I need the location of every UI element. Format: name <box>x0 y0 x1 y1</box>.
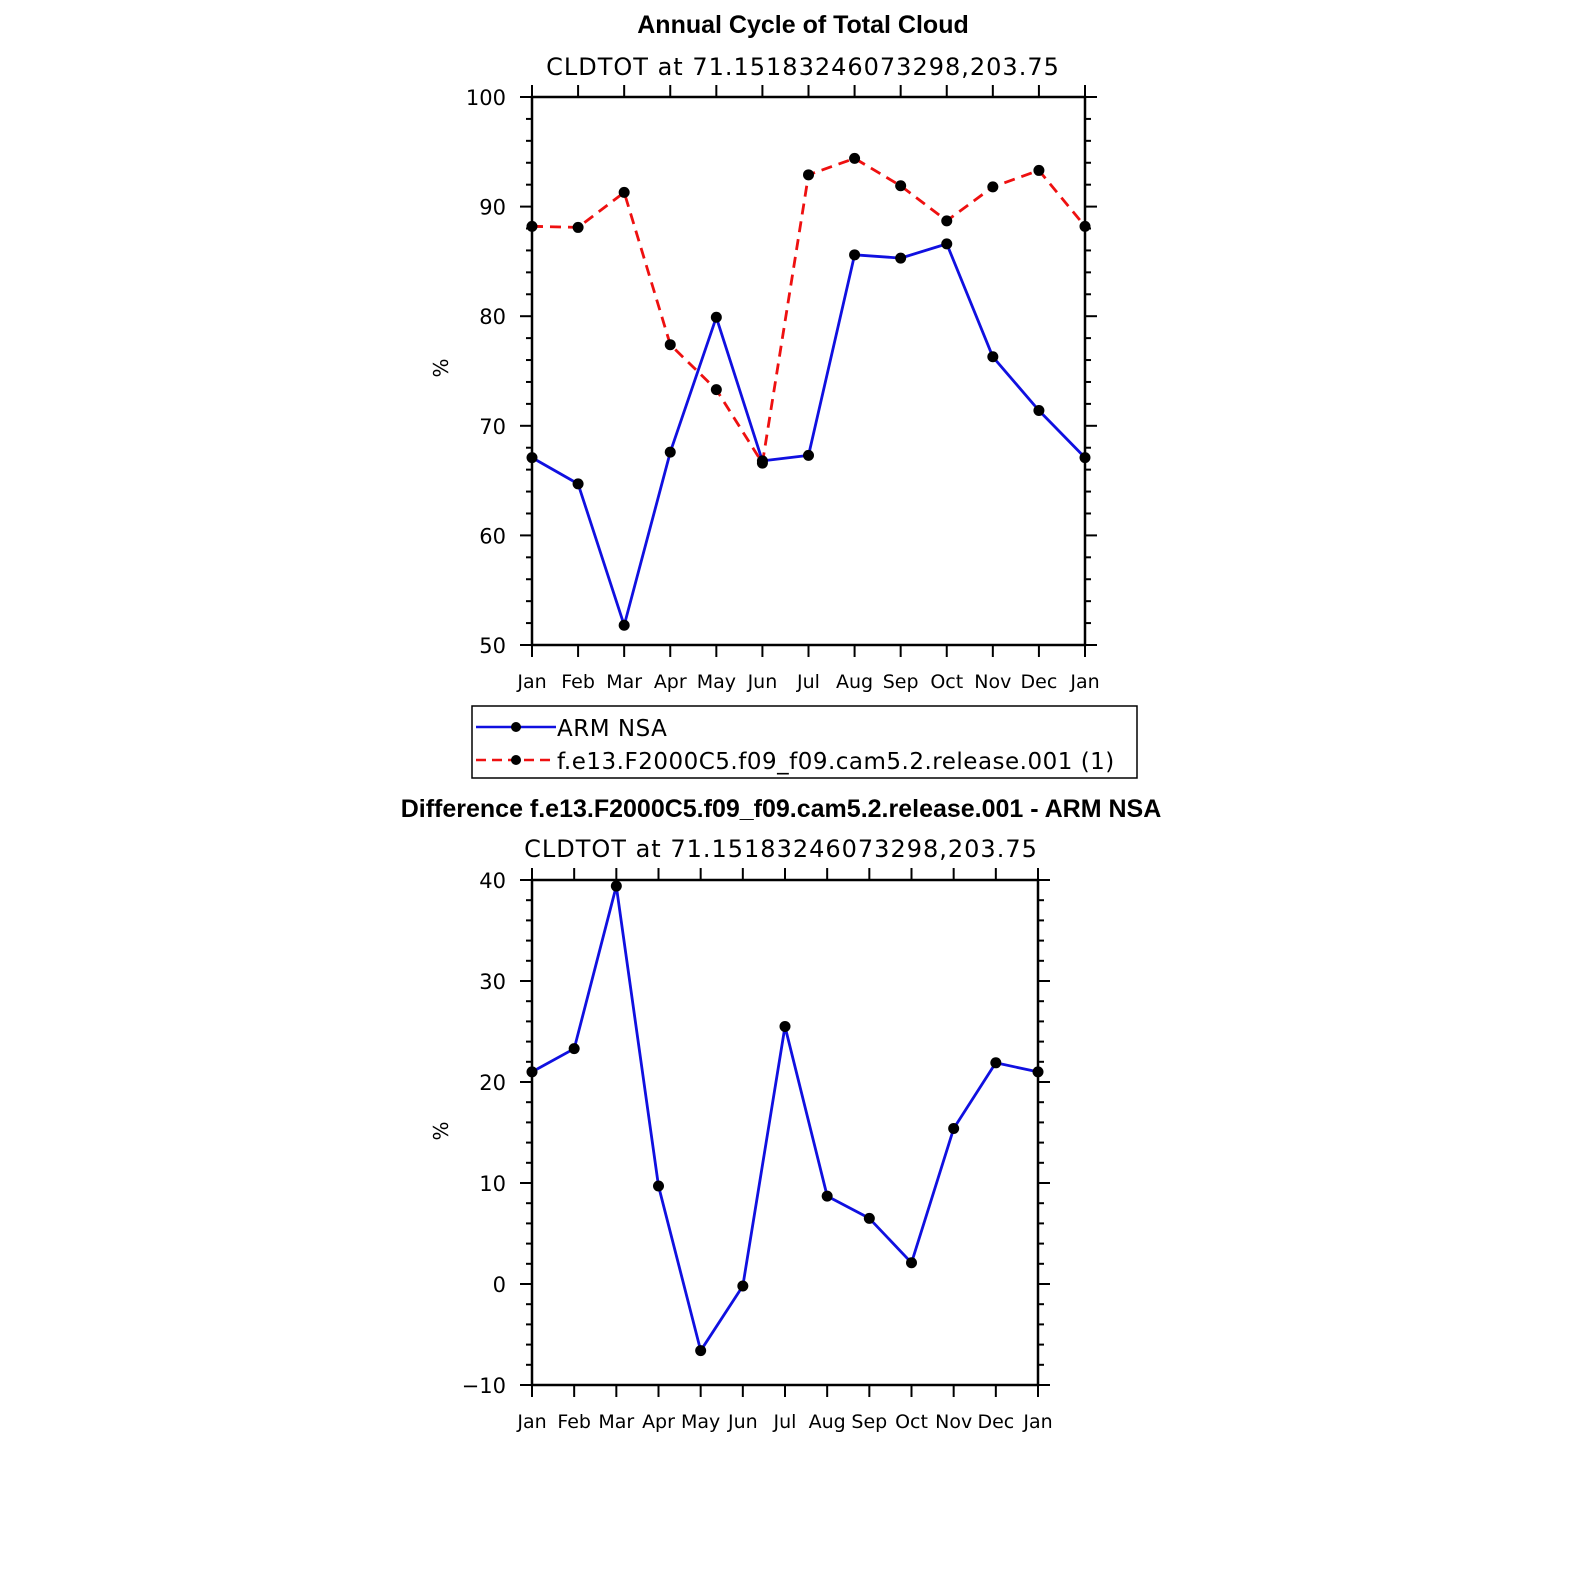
series-line-1 <box>531 156 1087 465</box>
x-tick-label: May <box>697 671 736 693</box>
data-point-series-1 <box>526 220 538 232</box>
y-tick-label: 90 <box>479 196 506 220</box>
data-point-series-1 <box>710 384 722 396</box>
data-point-series-1 <box>987 181 999 193</box>
x-tick-label: Nov <box>974 671 1011 693</box>
y-tick-label: 70 <box>479 415 506 439</box>
data-point-series-1 <box>756 457 768 469</box>
data-point-series-1 <box>941 215 953 227</box>
x-tick-label: Oct <box>930 671 963 693</box>
difference-chart: Difference f.e13.F2000C5.f09_f09.cam5.2.… <box>401 795 1162 1433</box>
legend-label-model: f.e13.F2000C5.f09_f09.cam5.2.release.001… <box>557 749 1115 775</box>
x-tick-label: Aug <box>836 671 873 693</box>
x-tick-label: Mar <box>606 671 642 693</box>
annual-cycle-chart: Annual Cycle of Total Cloud CLDTOT at 71… <box>429 11 1100 693</box>
y-tick-label: 20 <box>479 1071 506 1095</box>
x-tick-label: Jan <box>516 671 546 693</box>
data-point-series-1 <box>1033 164 1045 176</box>
x-tick-label: Sep <box>851 1411 887 1433</box>
y-tick-label: −10 <box>462 1374 506 1398</box>
x-tick-label: Jun <box>727 1411 758 1433</box>
x-tick-label: May <box>681 1411 720 1433</box>
legend-entry-arm-nsa: ARM NSA <box>476 716 667 742</box>
y-tick-label: 60 <box>479 524 506 548</box>
x-tick-label: Jan <box>516 1411 546 1433</box>
data-point-series-0 <box>849 249 861 261</box>
x-tick-label: Oct <box>895 1411 928 1433</box>
data-point-series-0 <box>803 449 814 461</box>
data-point-series-1 <box>618 186 630 198</box>
x-tick-label: Nov <box>935 1411 972 1433</box>
legend-marker-model <box>511 755 521 765</box>
chart-subtitle: CLDTOT at 71.15183246073298,203.75 <box>546 53 1060 81</box>
data-point-series-0 <box>941 238 953 250</box>
data-point-series-1 <box>1079 220 1091 232</box>
data-point-series-0 <box>653 1180 664 1192</box>
x-tick-label: Jun <box>747 671 778 693</box>
data-point-series-0 <box>737 1280 749 1292</box>
x-tick-label: Jul <box>773 1411 797 1433</box>
y-tick-label: 10 <box>479 1172 506 1196</box>
data-point-series-0 <box>990 1057 1002 1069</box>
x-tick-label: Feb <box>561 671 595 693</box>
legend-entry-model: f.e13.F2000C5.f09_f09.cam5.2.release.001… <box>476 749 1115 775</box>
data-point-series-0 <box>779 1020 791 1032</box>
y-axis-label: % <box>429 1121 453 1140</box>
y-tick-label: 40 <box>479 869 506 893</box>
series-line-0 <box>531 884 1039 1353</box>
data-point-series-1 <box>572 221 584 233</box>
x-tick-label: Jan <box>1022 1411 1052 1433</box>
data-point-series-0 <box>1079 452 1091 464</box>
x-tick-label: Sep <box>883 671 919 693</box>
y-tick-label: 100 <box>466 86 506 110</box>
y-axis-label: % <box>429 358 453 377</box>
x-tick-label: Aug <box>809 1411 846 1433</box>
data-point-series-0 <box>987 351 999 363</box>
data-point-series-0 <box>664 446 676 458</box>
data-point-series-1 <box>664 339 676 351</box>
data-point-series-0 <box>906 1257 917 1269</box>
y-tick-label: 30 <box>479 970 506 994</box>
chart-title: Annual Cycle of Total Cloud <box>637 11 968 39</box>
data-point-series-0 <box>526 452 538 464</box>
data-point-series-0 <box>821 1190 833 1202</box>
chart-title: Difference f.e13.F2000C5.f09_f09.cam5.2.… <box>401 795 1162 823</box>
x-tick-label: Feb <box>557 1411 591 1433</box>
y-tick-label: 80 <box>479 305 506 329</box>
data-point-series-0 <box>1032 1066 1044 1078</box>
x-tick-label: Mar <box>598 1411 634 1433</box>
data-point-series-0 <box>572 478 584 490</box>
data-point-series-0 <box>1033 404 1045 416</box>
data-point-series-1 <box>803 169 814 181</box>
x-tick-label: Apr <box>642 1411 675 1433</box>
plot-area: −10 0 10 20 30 40 Jan Feb Mar Apr May Jun Jul Aug Sep O… <box>462 868 1053 1433</box>
legend-box <box>471 705 1138 779</box>
data-point-series-0 <box>863 1212 875 1224</box>
data-point-series-1 <box>849 152 861 164</box>
data-point-series-0 <box>710 311 722 323</box>
x-tick-label: Jul <box>796 671 820 693</box>
legend-marker-arm-nsa <box>511 722 521 732</box>
series-line-0 <box>531 242 1087 627</box>
data-point-series-1 <box>895 180 907 192</box>
data-point-series-0 <box>568 1043 580 1055</box>
data-point-series-0 <box>526 1066 538 1078</box>
data-point-series-0 <box>948 1122 960 1134</box>
plot-frame <box>530 878 1040 1387</box>
plot-area: 50 60 70 80 90 100 Jan Feb Mar Apr May Jun Jul Aug Sep… <box>466 85 1100 693</box>
x-tick-label: Jan <box>1069 671 1099 693</box>
x-tick-label: Dec <box>977 1411 1014 1433</box>
y-tick-label: 0 <box>493 1273 506 1297</box>
data-point-series-0 <box>610 880 622 892</box>
data-point-series-0 <box>618 619 630 631</box>
legend: ARM NSA f.e13.F2000C5.f09_f09.cam5.2.rel… <box>471 705 1138 779</box>
x-tick-label: Apr <box>654 671 687 693</box>
y-tick-label: 50 <box>479 634 506 658</box>
chart-subtitle: CLDTOT at 71.15183246073298,203.75 <box>524 835 1038 863</box>
data-point-series-0 <box>895 252 907 264</box>
x-tick-label: Dec <box>1021 671 1058 693</box>
data-point-series-0 <box>695 1345 707 1357</box>
legend-label-arm-nsa: ARM NSA <box>557 716 667 742</box>
